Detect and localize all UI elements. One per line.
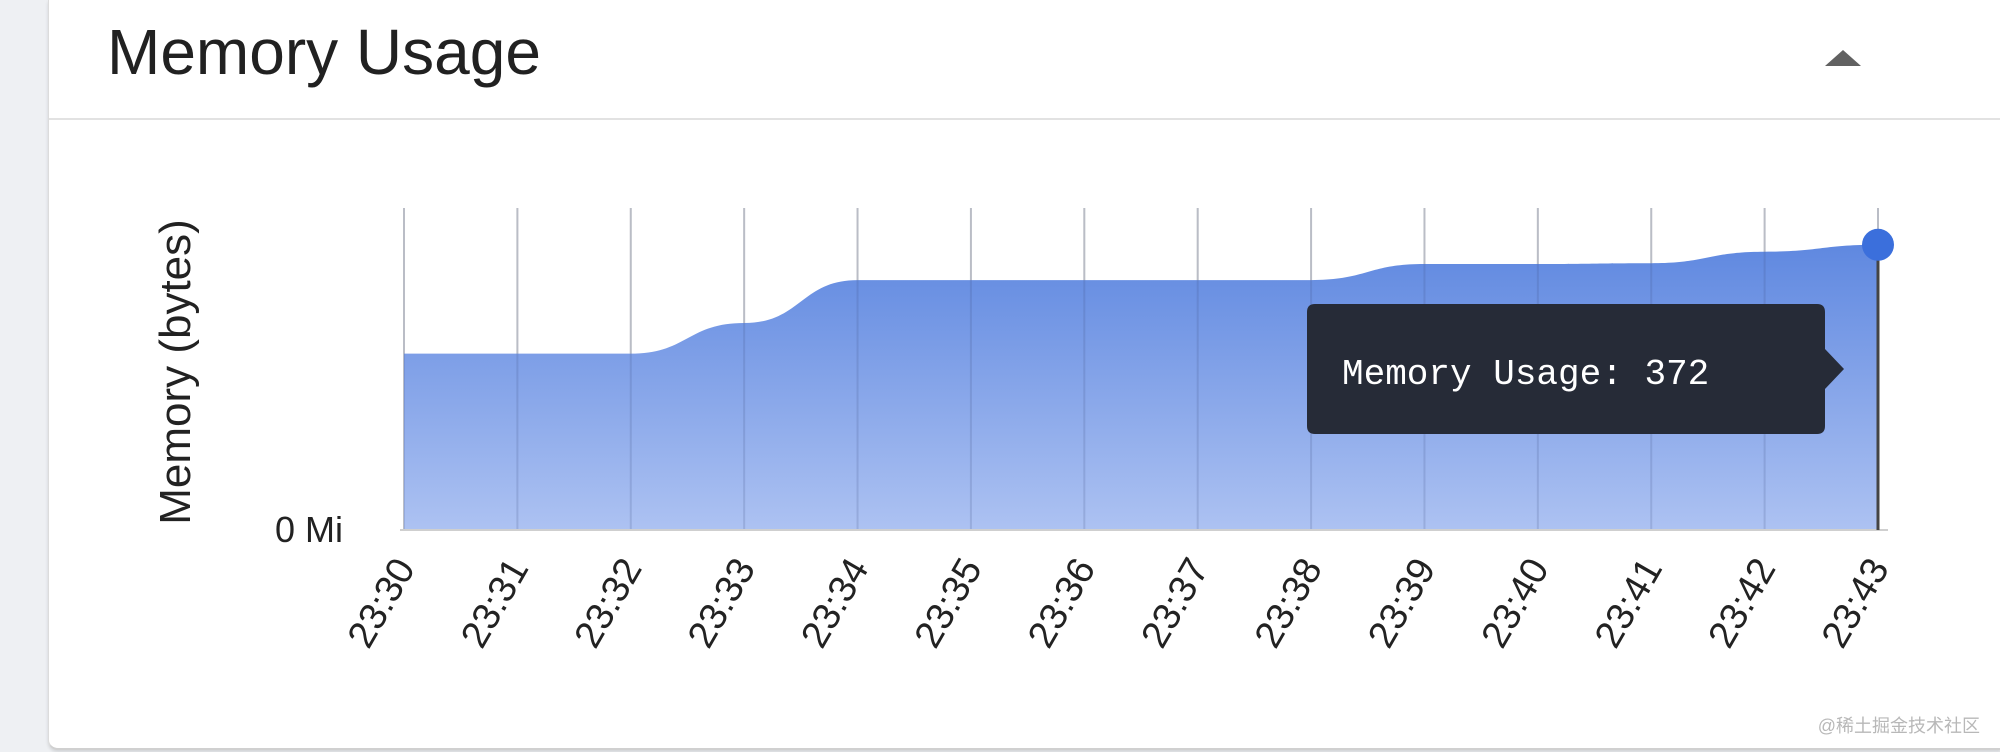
triangle-up-icon [1825, 50, 1861, 66]
hover-data-point[interactable] [1862, 228, 1894, 261]
tooltip-separator: : [1601, 354, 1644, 395]
tooltip: Memory Usage: 372 [1307, 304, 1844, 434]
watermark: @稀土掘金技术社区 [1817, 716, 1980, 736]
x-tick-label: 23:34 [793, 552, 877, 655]
card-header: Memory Usage [49, 0, 2000, 120]
x-tick-label: 23:43 [1814, 552, 1898, 655]
x-tick-label: 23:36 [1020, 552, 1104, 655]
y-axis-label: Memory (bytes) [151, 219, 200, 525]
x-tick-label: 23:38 [1247, 552, 1331, 655]
x-tick-label: 23:40 [1474, 552, 1558, 655]
x-tick-label: 23:31 [453, 552, 537, 655]
tooltip-label: Memory Usage [1342, 354, 1601, 395]
x-tick-label: 23:37 [1134, 552, 1218, 655]
card-title: Memory Usage [107, 16, 541, 88]
y-tick-label: 0 Mi [275, 509, 343, 550]
tooltip-text: Memory Usage: 372 [1342, 354, 1709, 395]
x-tick-label: 23:35 [907, 552, 991, 655]
x-tick-label: 23:30 [340, 552, 424, 655]
x-tick-label: 23:33 [680, 552, 764, 655]
x-tick-label: 23:39 [1360, 552, 1444, 655]
x-tick-label: 23:32 [567, 552, 651, 655]
collapse-button[interactable] [1815, 36, 1871, 80]
x-tick-label: 23:41 [1587, 552, 1671, 655]
x-tick-label: 23:42 [1700, 552, 1784, 655]
tooltip-box [1307, 304, 1844, 434]
tooltip-value: 372 [1644, 354, 1709, 395]
